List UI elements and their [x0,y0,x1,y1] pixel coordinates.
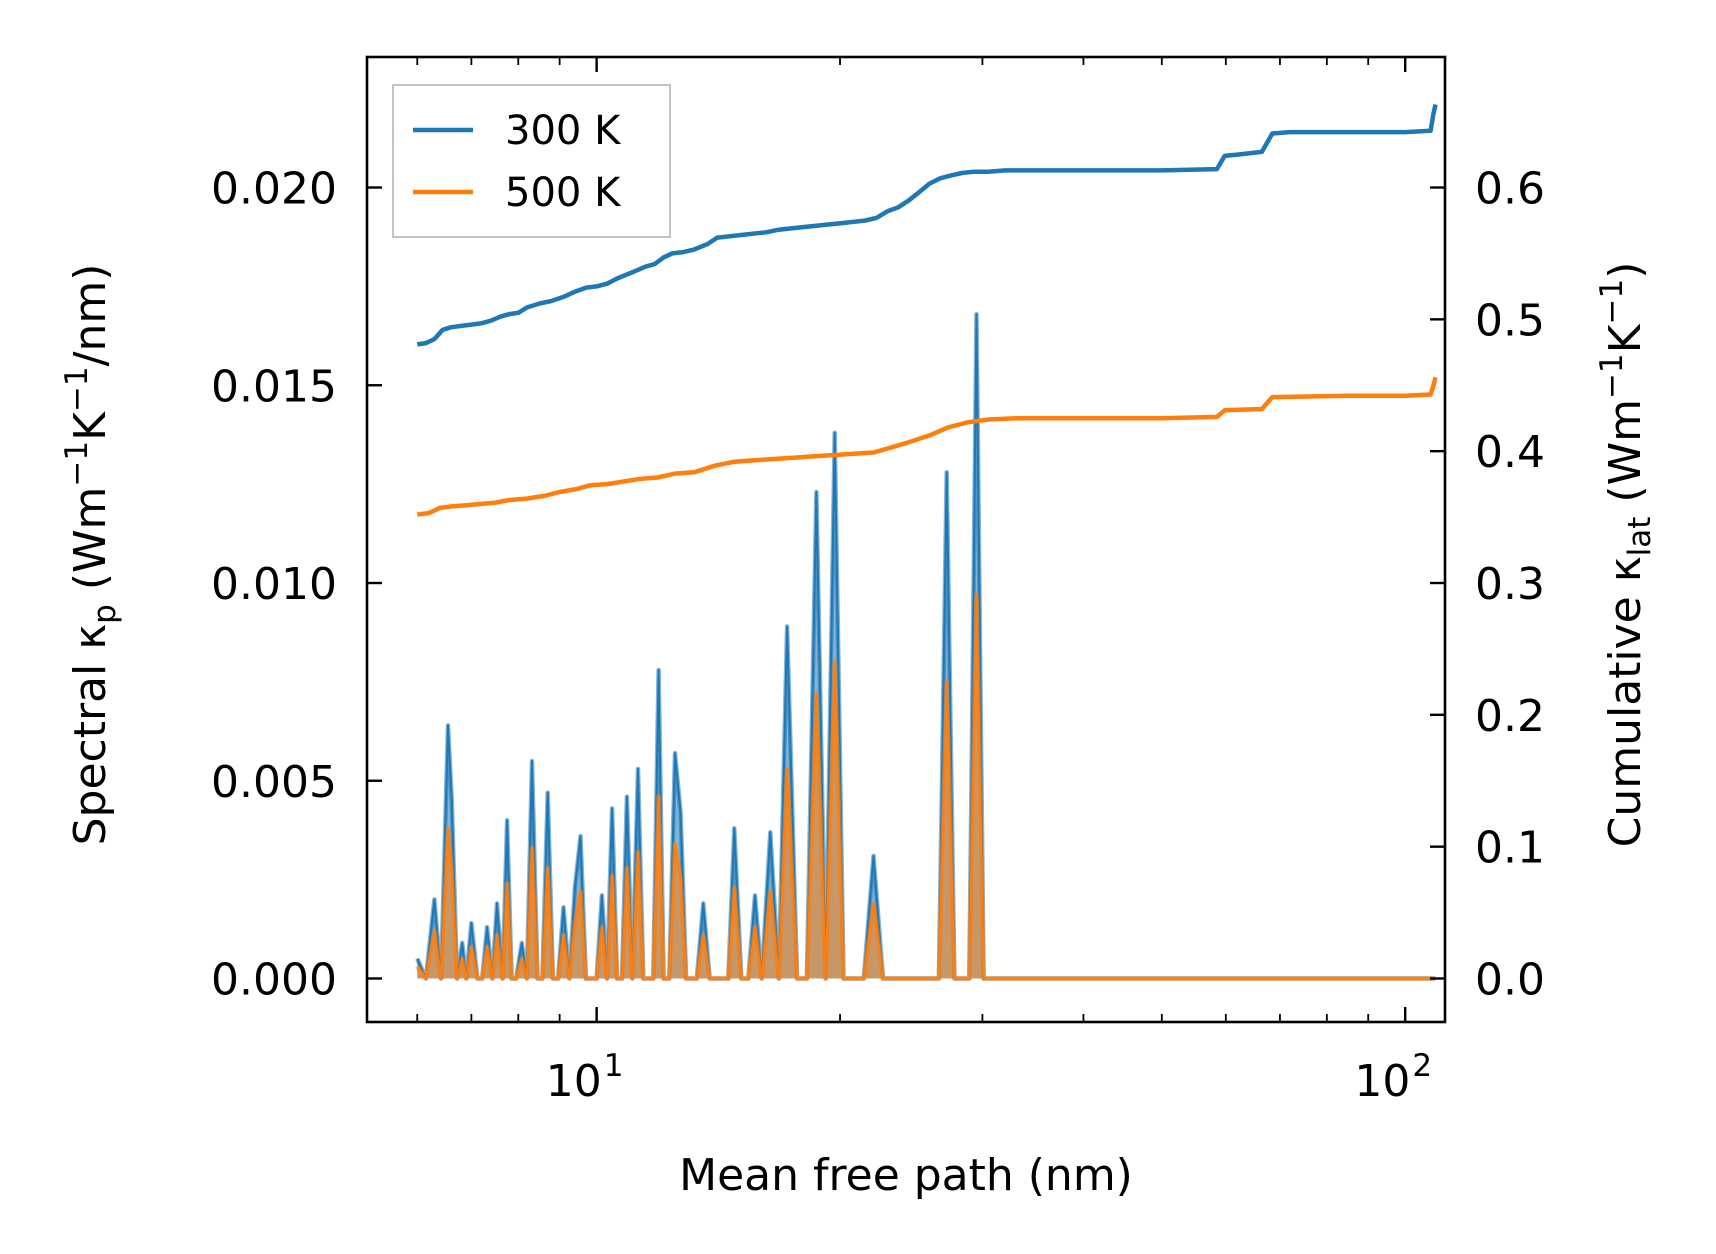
y-left-axis-title-text: Spectral κp (Wm−1K−1/nm) [59,264,123,846]
y-left-axis-title-part-1: p [87,604,123,624]
y-right-axis-title-part-5: −1 [1594,279,1630,325]
x-tick-exponent: 1 [604,1048,624,1084]
x-axis-title: Mean free path (nm) [679,1150,1133,1201]
y-right-tick-label: 0.6 [1475,164,1545,215]
y-left-tick-label: 0.015 [211,361,337,412]
y-left-tick-label: 0.000 [211,954,337,1005]
y-right-tick-label: 0.4 [1475,427,1545,478]
cumulative-line-0 [416,104,1438,347]
legend-label-0: 300 K [505,108,622,154]
y-right-axis-title: Cumulative κlat (Wm−1K−1) [1594,262,1658,848]
y-right-tick-label: 0.1 [1475,823,1545,874]
spectral-layer [415,311,1437,981]
y-right-axis-title-part-4: K [1600,323,1651,353]
y-left-axis-title-part-4: K [65,411,116,441]
axis-titles: Mean free path (nm)Spectral κp (Wm−1K−1/… [59,262,1658,1201]
y-right-axis-title-part-1: lat [1622,517,1658,557]
y-left-axis-title: Spectral κp (Wm−1K−1/nm) [59,264,123,846]
y-right-tick-label: 0.0 [1475,954,1545,1005]
y-left-axis-title-part-2: (Wm [65,487,116,605]
legend-box [392,84,671,238]
y-right-tick-label: 0.2 [1475,691,1545,742]
y-left-axis-title-part-0: Spectral κ [65,624,116,846]
y-right-axis-title-part-0: Cumulative κ [1600,556,1651,847]
x-tick-exponent: 2 [1412,1048,1432,1084]
axes-layer: 101 1020.0000.0050.0100.0150.0200.00.10.2… [211,55,1545,1107]
legend: 300 K 500 K [392,84,671,238]
y-left-axis-title-part-5: −1 [59,366,95,412]
plot-frame [365,55,1447,1024]
y-left-tick-label: 0.005 [211,757,337,808]
y-left-tick-label: 0.020 [211,164,337,215]
y-right-axis-title-text: Cumulative κlat (Wm−1K−1) [1594,262,1658,848]
y-right-axis-title-part-6: ) [1600,262,1651,279]
cumulative-line-1 [417,376,1438,517]
spectral-line-1 [416,593,1436,980]
y-left-tick-label: 0.010 [211,559,337,610]
y-left-axis-title-part-6: /nm) [65,264,116,367]
y-right-axis-title-part-2: (Wm [1600,399,1651,517]
y-right-tick-label: 0.5 [1475,295,1545,346]
cumulative-layer [416,104,1438,517]
legend-label-1: 500 K [505,170,622,216]
y-right-tick-label: 0.3 [1475,559,1545,610]
y-left-axis-title-part-3: −1 [59,441,95,487]
y-right-axis-title-part-3: −1 [1594,353,1630,399]
